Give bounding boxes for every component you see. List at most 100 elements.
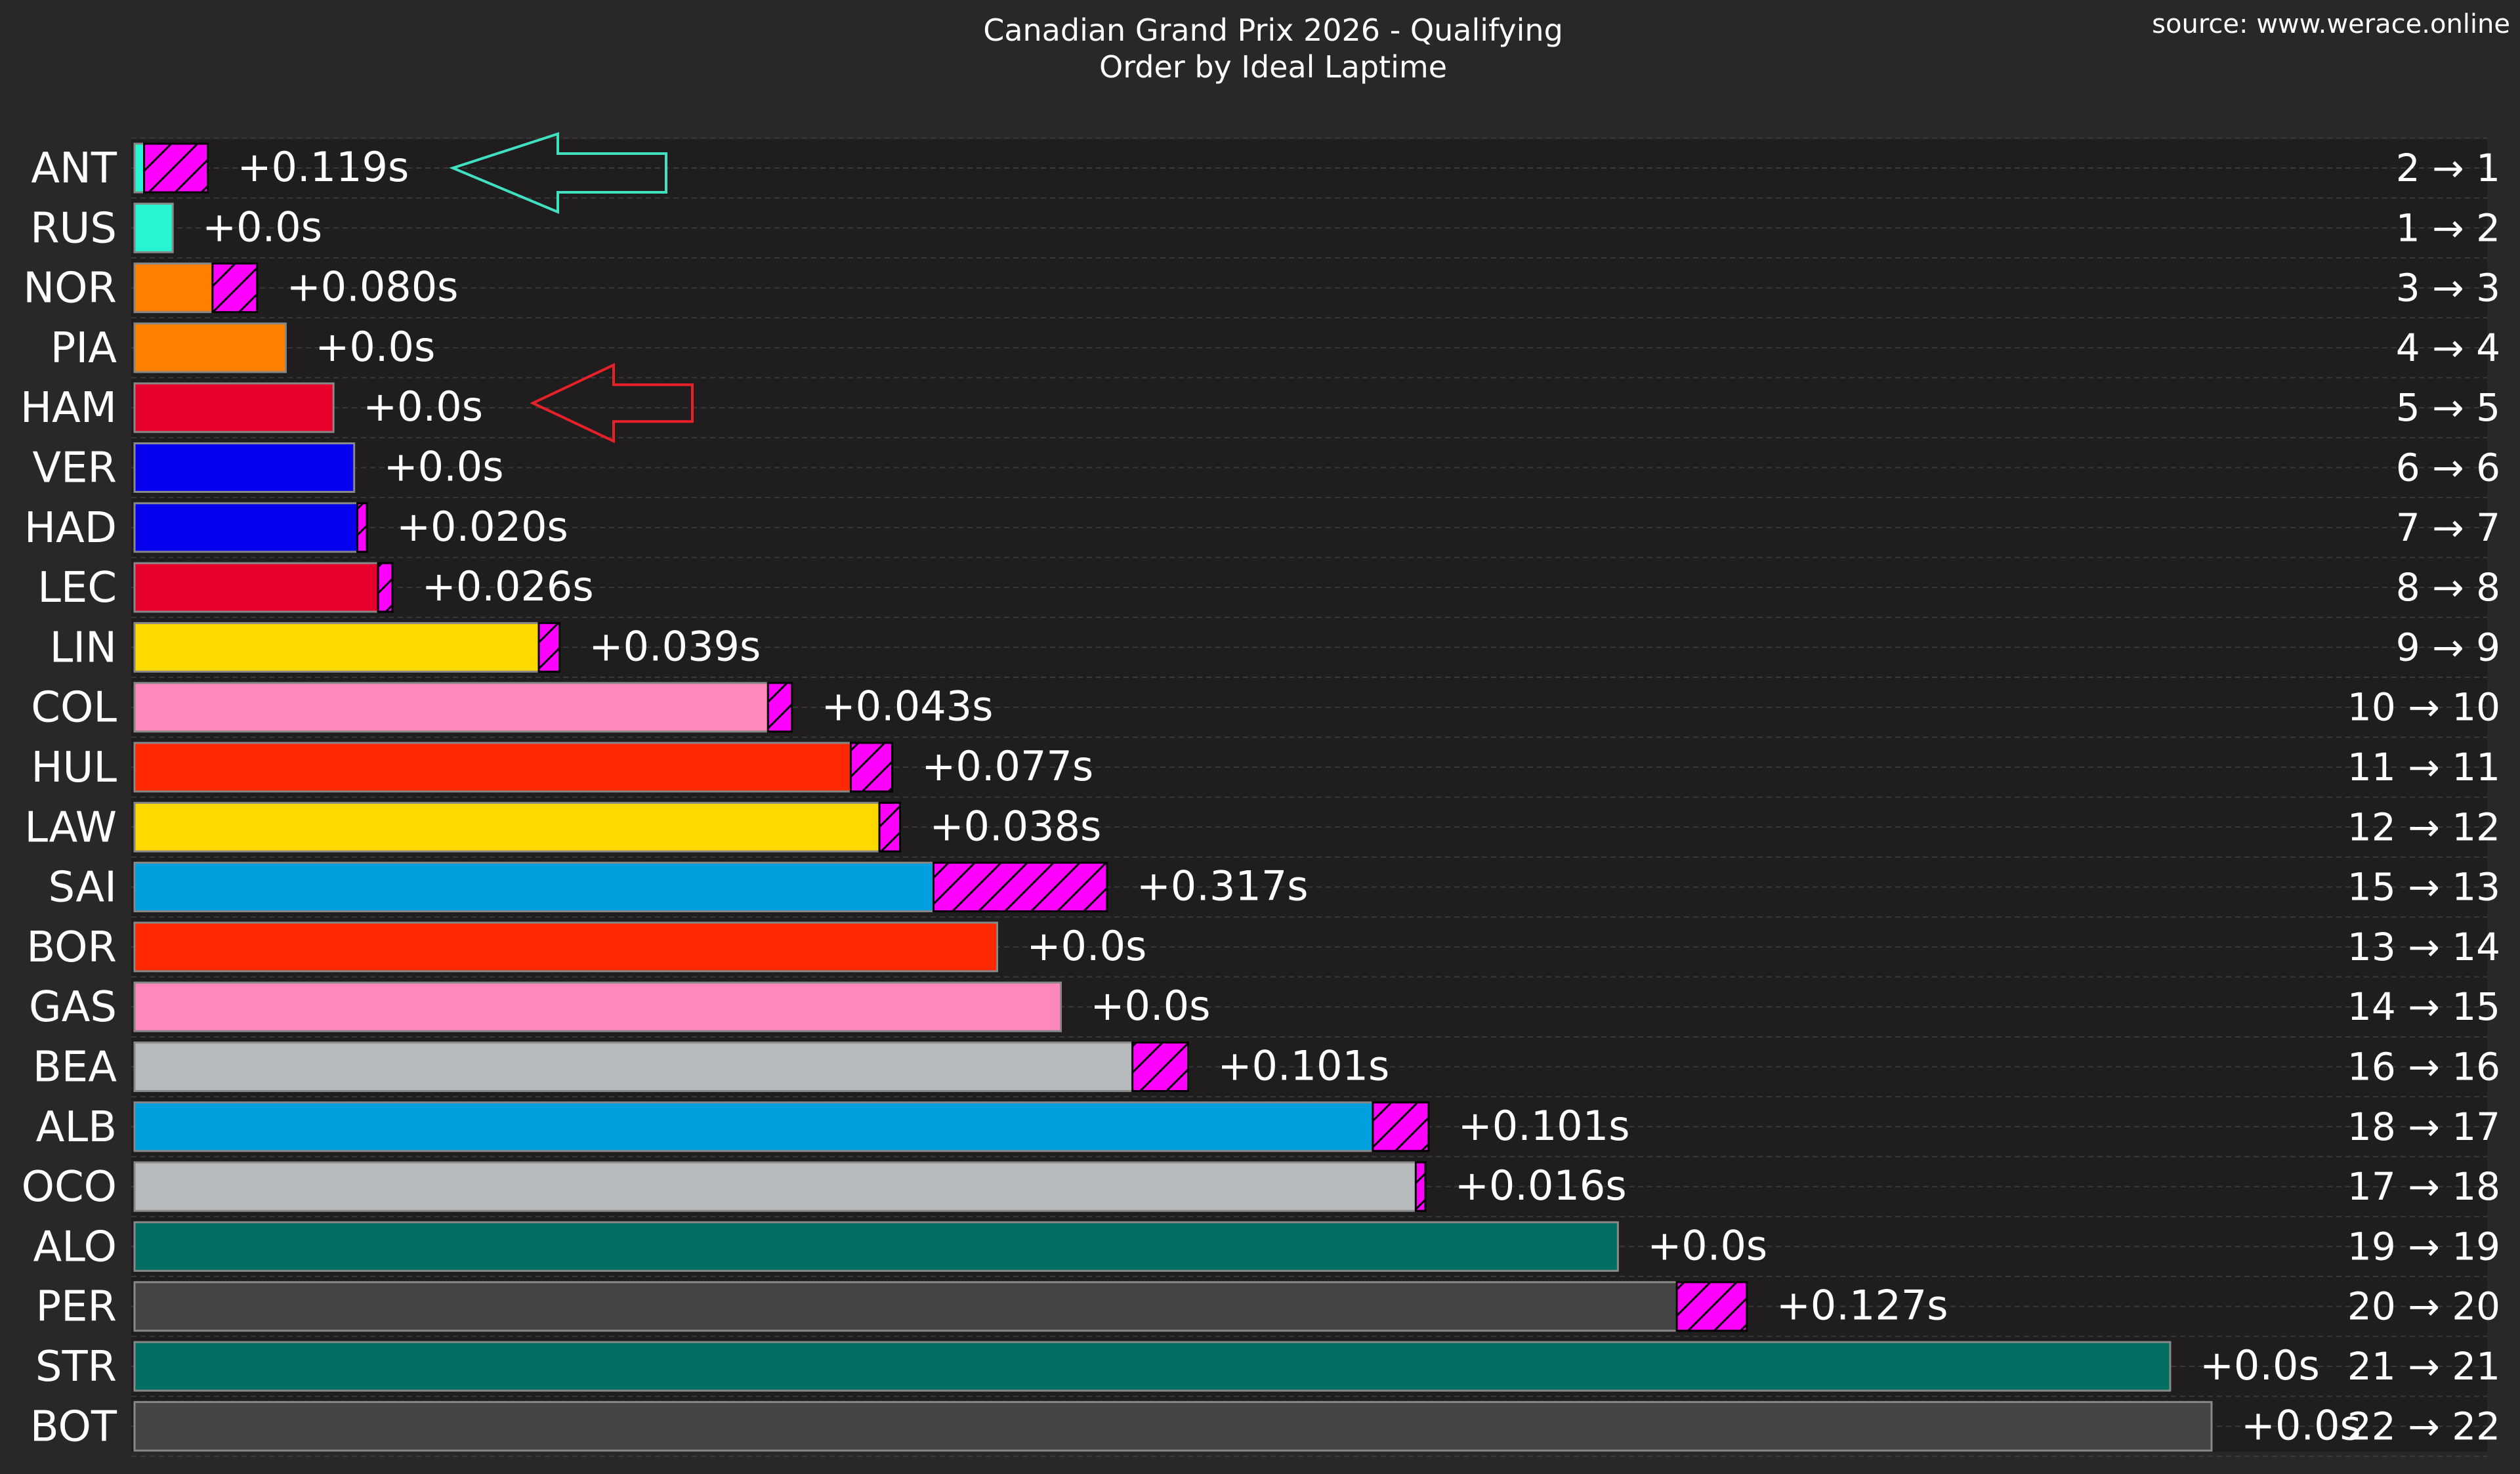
position-label: 12 → 12 [2347,805,2500,849]
gap-bar-sai [932,862,1108,913]
position-label: 1 → 2 [2396,205,2500,250]
delta-label: +0.0s [384,443,504,491]
delta-label: +0.0s [1027,922,1147,970]
bar-str [133,1341,2172,1392]
position-label: 8 → 8 [2396,565,2500,610]
delta-label: +0.0s [1647,1221,1767,1269]
gap-bar-lec [377,562,394,613]
position-label: 9 → 9 [2396,625,2500,669]
bar-ver [133,442,356,493]
driver-label: HAD [24,504,117,553]
position-label: 16 → 16 [2347,1045,2500,1089]
delta-label: +0.0s [2241,1401,2361,1449]
driver-label: HUL [31,744,117,792]
position-label: 6 → 6 [2396,446,2500,490]
delta-label: +0.038s [930,802,1102,850]
bar-col [133,682,769,733]
driver-label: ALB [36,1103,117,1152]
position-label: 2 → 1 [2396,146,2500,190]
position-label: 21 → 21 [2347,1344,2500,1389]
delta-label: +0.043s [822,683,994,730]
bar-ant [133,142,146,194]
chart-subtitle: Order by Ideal Laptime [1099,49,1447,85]
bar-bor [133,921,999,973]
bar-alo [133,1221,1619,1272]
driver-label: BOR [26,923,117,972]
gap-bar-nor [211,263,259,314]
position-label: 4 → 4 [2396,326,2500,370]
bar-alb [133,1101,1374,1152]
annotations [449,132,694,444]
driver-label: STR [35,1343,117,1391]
delta-label: +0.127s [1776,1282,1948,1330]
position-label: 3 → 3 [2396,266,2500,310]
delta-label: +0.039s [589,622,761,670]
bars: ANT +0.119s 2 → 1 RUS +0.0s 1 → 2 NOR +0.080s 3 … [20,142,2500,1452]
bar-hul [133,742,852,793]
delta-label: +0.317s [1137,862,1309,910]
driver-label: LAW [24,803,117,852]
delta-label: +0.0s [202,203,322,251]
bar-bot [133,1400,2213,1452]
driver-label: PER [36,1283,117,1332]
delta-label: +0.119s [238,143,410,191]
driver-label: OCO [22,1163,117,1211]
gap-bar-hul [849,742,893,793]
delta-label: +0.101s [1458,1102,1630,1150]
bar-sai [133,862,934,913]
chart-title: Canadian Grand Prix 2026 - Qualifying [983,12,1563,48]
position-label: 11 → 11 [2347,745,2500,790]
driver-label: ANT [31,144,117,193]
position-label: 19 → 19 [2347,1224,2500,1269]
bar-gas [133,981,1062,1032]
driver-label: HAM [20,384,117,432]
position-label: 22 → 22 [2347,1404,2500,1448]
position-label: 13 → 14 [2347,925,2500,969]
bar-bea [133,1042,1134,1092]
position-label: 18 → 17 [2347,1105,2500,1149]
position-label: 15 → 13 [2347,865,2500,910]
bar-per [133,1281,1678,1332]
driver-label: LEC [37,564,117,612]
bar-oco [133,1161,1417,1212]
delta-label: +0.0s [2200,1341,2320,1389]
bar-rus [133,202,174,253]
driver-label: RUS [30,204,117,253]
driver-label: BOT [30,1402,117,1451]
bar-ham [133,382,335,433]
gap-bar-lin [537,621,561,673]
position-label: 7 → 7 [2396,505,2500,550]
position-label: 14 → 15 [2347,984,2500,1029]
driver-label: GAS [29,983,117,1032]
position-label: 17 → 18 [2347,1164,2500,1209]
gap-bar-col [766,682,793,733]
gap-bar-bea [1131,1042,1190,1092]
delta-label: +0.016s [1455,1162,1627,1210]
position-label: 5 → 5 [2396,385,2500,430]
bar-law [133,801,881,853]
driver-label: LIN [50,623,117,672]
delta-label: +0.077s [921,742,1093,790]
ham-arrow [530,363,694,444]
gap-bar-per [1675,1281,1748,1332]
source-label: source: www.werace.online [2152,9,2510,39]
gap-bar-alb [1372,1101,1430,1152]
driver-label: PIA [51,324,117,373]
ant-arrow [449,132,667,215]
delta-label: +0.080s [287,263,459,311]
driver-label: ALO [33,1223,117,1271]
bar-lec [133,562,379,613]
gap-bar-ant [143,142,209,194]
delta-label: +0.026s [422,562,594,610]
delta-label: +0.020s [396,503,568,551]
delta-label: +0.0s [363,383,483,431]
delta-label: +0.0s [315,323,435,371]
driver-label: SAI [49,864,117,912]
gap-bar-law [878,801,902,853]
bar-pia [133,322,287,373]
gap-bar-oco [1414,1161,1427,1212]
driver-label: BEA [33,1043,117,1092]
delta-label: +0.101s [1218,1042,1390,1090]
driver-label: NOR [23,264,117,313]
